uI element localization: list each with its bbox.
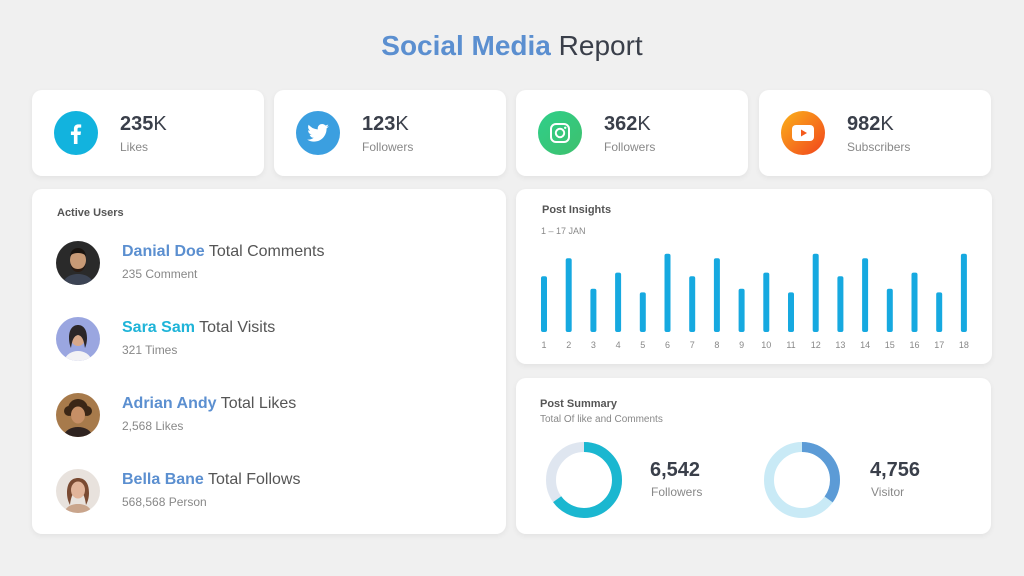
summary-value: 6,542 xyxy=(650,459,701,481)
bar xyxy=(960,253,967,332)
x-tick-label: 3 xyxy=(591,340,596,350)
bar xyxy=(639,292,646,332)
active-users-title: Active Users xyxy=(57,207,124,219)
user-stat: 235 Comment xyxy=(122,267,198,281)
user-name: Adrian Andy Total Likes xyxy=(122,395,297,412)
active-users-card: Active Users Danial Doe Total Comments 2… xyxy=(32,189,506,534)
x-tick-label: 13 xyxy=(835,340,845,350)
x-tick-label: 1 xyxy=(541,340,546,350)
bar xyxy=(664,253,671,332)
x-tick-label: 4 xyxy=(616,340,621,350)
x-tick-label: 11 xyxy=(786,340,795,350)
post-insights-card: Post Insights 1 – 17 JAN 1 2 3 4 5 6 7 8 9 10 11 12… xyxy=(516,189,992,364)
x-tick-label: 16 xyxy=(909,340,919,350)
donut-arc xyxy=(764,442,840,518)
post-summary-subtitle: Total Of like and Comments xyxy=(540,414,663,425)
user-name: Bella Bane Total Follows xyxy=(122,471,301,488)
avatar xyxy=(56,241,100,285)
bar xyxy=(936,292,943,332)
x-tick-label: 10 xyxy=(761,340,771,350)
youtube-stat-card[interactable]: 982K Subscribers xyxy=(759,90,991,176)
summary-label: Followers xyxy=(651,485,703,499)
x-tick-label: 8 xyxy=(714,340,719,350)
facebook-icon xyxy=(54,111,98,155)
list-item[interactable]: Adrian Andy Total Likes 2,568 Likes xyxy=(56,393,496,439)
user-name: Sara Sam Total Visits xyxy=(122,319,276,336)
title-accent: Social Media xyxy=(381,30,551,61)
list-item[interactable]: Bella Bane Total Follows 568,568 Person xyxy=(56,469,496,515)
bar xyxy=(837,276,844,332)
stat-label: Followers xyxy=(362,140,414,154)
user-stat: 2,568 Likes xyxy=(122,419,184,433)
bar xyxy=(788,292,794,332)
post-insights-date-range: 1 – 17 JAN xyxy=(541,226,586,236)
bar xyxy=(689,276,696,332)
stat-label: Likes xyxy=(120,140,149,154)
list-item[interactable]: Danial Doe Total Comments 235 Comment xyxy=(56,241,496,287)
visitor-donut xyxy=(764,442,840,518)
x-tick-label: 5 xyxy=(640,340,645,350)
youtube-icon xyxy=(781,111,825,155)
x-tick-label: 2 xyxy=(566,340,571,350)
summary-value: 4,756 xyxy=(870,459,921,481)
avatar xyxy=(56,317,100,361)
page-title: Social Media Report xyxy=(0,30,1024,62)
x-tick-label: 6 xyxy=(665,340,670,350)
stat-label: Followers xyxy=(604,140,656,154)
x-tick-label: 15 xyxy=(885,340,895,350)
stat-value: 362K xyxy=(604,113,651,135)
avatar xyxy=(56,393,100,437)
post-insights-bar-chart: 1 2 3 4 5 6 7 8 9 10 11 12 13 14 15 16 17 18 xyxy=(541,253,969,350)
user-stat: 568,568 Person xyxy=(122,495,207,509)
bar xyxy=(738,288,745,332)
bar xyxy=(565,258,572,332)
bar xyxy=(590,288,597,332)
post-summary-card: Post Summary Total Of like and Comments … xyxy=(516,378,991,534)
x-tick-label: 17 xyxy=(934,340,944,350)
x-tick-label: 12 xyxy=(811,340,821,350)
bar xyxy=(812,253,819,332)
bar xyxy=(886,288,893,332)
list-item[interactable]: Sara Sam Total Visits 321 Times xyxy=(56,317,496,363)
stat-label: Subscribers xyxy=(847,140,911,154)
donut-arc xyxy=(546,442,622,518)
instagram-stat-card[interactable]: 362K Followers xyxy=(516,90,748,176)
bar xyxy=(911,272,918,332)
bar xyxy=(713,258,720,332)
summary-label: Visitor xyxy=(871,485,905,499)
instagram-icon xyxy=(538,111,582,155)
facebook-stat-card[interactable]: 235K Likes xyxy=(32,90,264,176)
user-name: Danial Doe Total Comments xyxy=(122,243,325,260)
title-rest: Report xyxy=(558,30,643,61)
x-tick-label: 9 xyxy=(739,340,744,350)
twitter-stat-card[interactable]: 123K Followers xyxy=(274,90,506,176)
bar xyxy=(541,276,547,332)
followers-donut xyxy=(546,442,622,518)
x-tick-label: 14 xyxy=(860,340,870,350)
stat-value: 123K xyxy=(362,113,409,135)
x-tick-label: 18 xyxy=(959,340,969,350)
x-tick-label: 7 xyxy=(690,340,695,350)
stat-value: 982K xyxy=(847,113,894,135)
stat-value: 235K xyxy=(120,113,167,135)
bar xyxy=(763,272,770,332)
user-stat: 321 Times xyxy=(122,343,178,357)
post-summary-title: Post Summary xyxy=(540,398,618,410)
bar xyxy=(862,258,869,332)
post-insights-title: Post Insights xyxy=(542,204,612,216)
twitter-icon xyxy=(296,111,340,155)
avatar xyxy=(56,469,100,513)
bar xyxy=(615,272,622,332)
